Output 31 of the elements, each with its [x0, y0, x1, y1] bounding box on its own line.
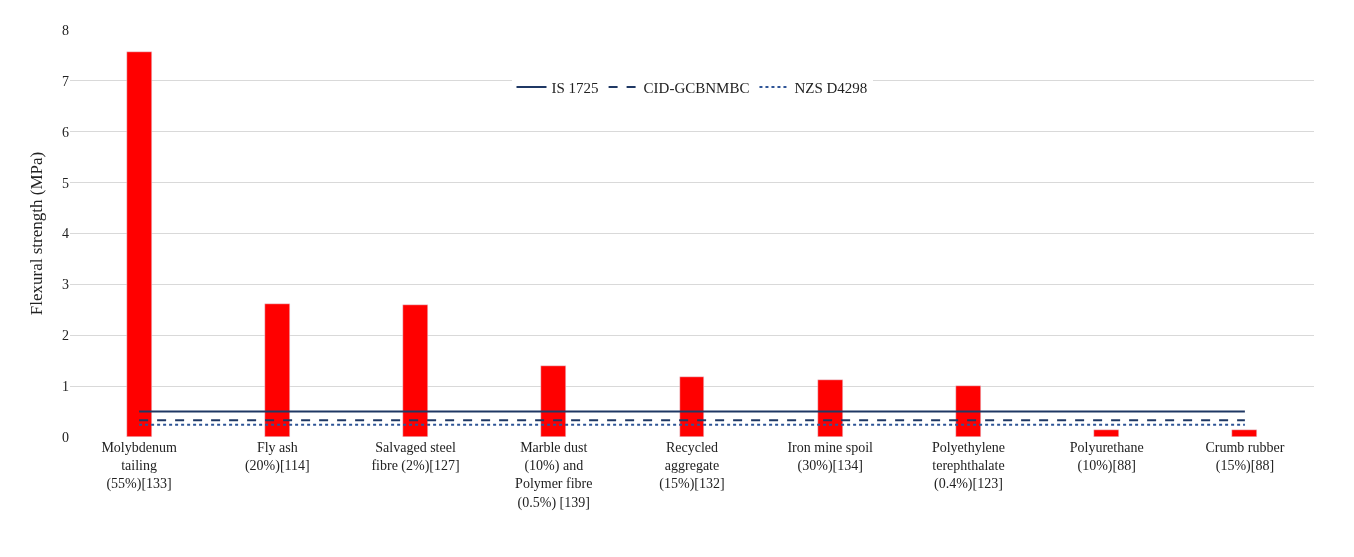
bar	[955, 385, 981, 437]
legend-label: CID-GCBNMBC	[643, 79, 750, 96]
bar	[679, 376, 704, 437]
x-tick-label: Salvaged steel fibre (2%)[127]	[371, 440, 460, 475]
y-tick-label: 8	[62, 22, 69, 38]
bar	[264, 303, 290, 437]
legend-label: NZS D4298	[794, 79, 868, 96]
x-tick-label: Polyethylene terephthalate (0.4%)[123]	[931, 440, 1005, 493]
x-tick-label: Iron mine spoil (30%)[134]	[787, 440, 874, 475]
bar	[1231, 429, 1257, 437]
y-tick-label: 6	[62, 124, 69, 140]
x-tick-label: Fly ash (20%)[114]	[244, 440, 310, 475]
y-axis-title: Flexural strength (MPa)	[26, 151, 46, 316]
bar	[540, 365, 566, 437]
legend-label: IS 1725	[551, 79, 599, 96]
y-tick-label: 4	[62, 226, 69, 242]
x-tick-label: Recycled aggregate (15%)[132]	[659, 440, 725, 493]
x-tick-label: Marble dust (10%) and Polymer fibre (0.5%) [139]	[515, 440, 593, 511]
y-tick-label: 3	[62, 277, 69, 293]
y-tick-label: 2	[62, 328, 69, 344]
x-tick-label: Polyurethane (10%)[88]	[1069, 440, 1144, 475]
y-tick-label: 1	[62, 379, 69, 395]
x-tick-label: Crumb rubber (15%)[88]	[1205, 440, 1285, 475]
bar	[402, 304, 428, 437]
y-tick-label: 7	[62, 73, 69, 89]
bar	[1093, 429, 1119, 437]
x-tick-label: Molybdenum tailing (55%)[133]	[101, 440, 177, 493]
bar	[817, 379, 843, 437]
y-tick-label: 0	[62, 429, 69, 445]
y-tick-label: 5	[62, 175, 69, 191]
bar	[126, 51, 152, 437]
